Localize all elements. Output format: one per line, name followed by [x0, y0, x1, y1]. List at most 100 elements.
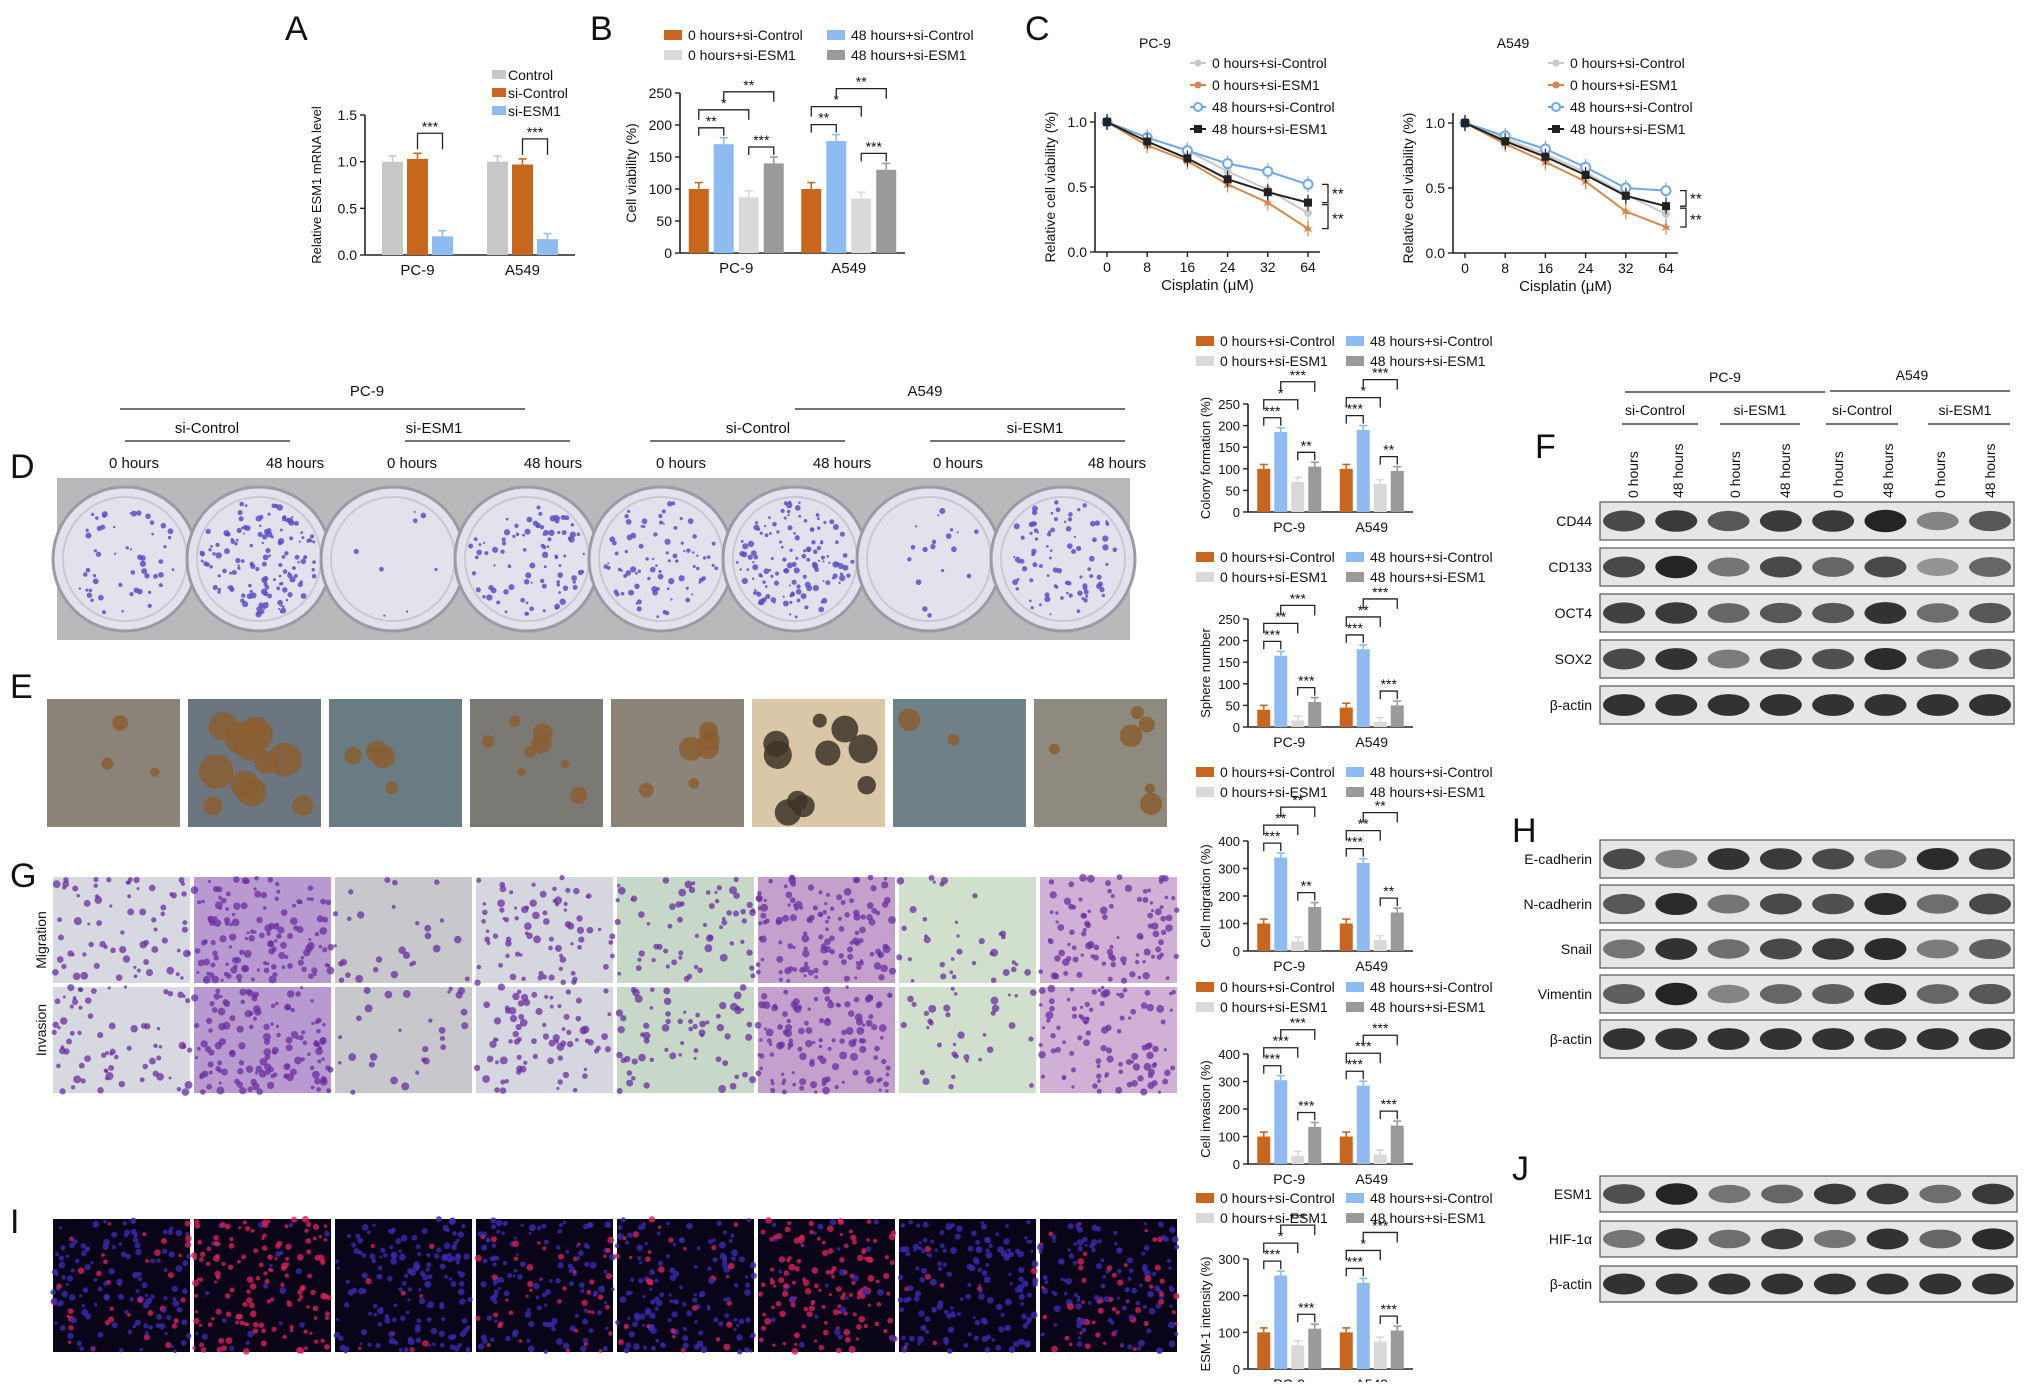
- cell: [782, 1078, 787, 1083]
- cell: [176, 1086, 182, 1092]
- cell: [254, 876, 259, 881]
- cell-signal: [680, 1347, 686, 1353]
- cell-signal: [669, 1274, 677, 1282]
- colony: [556, 580, 560, 584]
- sig-label: ***: [422, 118, 439, 134]
- colony: [242, 532, 245, 535]
- cell-signal: [137, 1297, 143, 1304]
- cell-signal: [981, 1335, 988, 1343]
- cell-signal: [722, 1230, 728, 1235]
- colony: [910, 544, 916, 550]
- colony: [747, 554, 753, 560]
- colony: [539, 578, 545, 584]
- cell-signal: [1089, 1242, 1096, 1249]
- cell-signal: [456, 1238, 460, 1243]
- cell-signal: [1014, 1248, 1021, 1254]
- legend-swatch: [1346, 767, 1364, 777]
- colony: [78, 587, 82, 590]
- cell: [570, 942, 574, 946]
- cell-signal: [605, 1247, 611, 1253]
- cell: [90, 988, 97, 994]
- cell: [1106, 1055, 1114, 1063]
- cell-signal: [224, 1293, 231, 1299]
- cell-signal: [865, 1246, 872, 1252]
- colony: [93, 549, 98, 553]
- cell: [557, 1004, 562, 1009]
- cell-signal: [199, 1251, 206, 1258]
- cell: [702, 922, 708, 928]
- cell: [556, 1086, 560, 1090]
- cell-signal: [587, 1310, 592, 1314]
- cell-signal: [583, 1223, 589, 1230]
- colony: [1029, 531, 1033, 535]
- cell: [803, 1020, 809, 1026]
- cell-signal: [171, 1285, 178, 1292]
- colony: [752, 561, 755, 564]
- cell: [928, 875, 935, 881]
- sig-bracket: [698, 127, 725, 136]
- cell-signal: [245, 1340, 250, 1345]
- cell-signal: [582, 1337, 589, 1344]
- cell: [72, 998, 79, 1006]
- cell-signal: [498, 1286, 502, 1291]
- cell-signal: [1077, 1295, 1081, 1299]
- cell-signal: [580, 1288, 585, 1294]
- sig-label: **: [1383, 442, 1394, 458]
- colony: [208, 548, 212, 552]
- colony: [1034, 537, 1039, 541]
- cell-signal: [986, 1297, 994, 1304]
- cell-signal: [205, 1261, 211, 1267]
- colony: [224, 548, 230, 555]
- cell-signal: [933, 1308, 937, 1313]
- cell: [548, 974, 555, 981]
- cell-signal: [145, 1297, 152, 1305]
- cell-signal: [371, 1258, 377, 1264]
- colony: [816, 526, 821, 530]
- cell-signal: [712, 1257, 718, 1263]
- sig-label: *: [721, 95, 727, 111]
- cell: [66, 1038, 73, 1045]
- blot-band: [1655, 1183, 1698, 1205]
- colony: [82, 572, 88, 577]
- cell: [741, 1007, 745, 1011]
- cell-signal: [260, 1340, 267, 1347]
- cell-signal: [1143, 1245, 1150, 1251]
- blot-band: [1655, 602, 1698, 624]
- cell: [637, 957, 642, 962]
- cell-signal: [917, 1335, 925, 1343]
- blot-label: β-actin: [1550, 697, 1592, 713]
- cell-signal: [866, 1238, 871, 1242]
- cell-signal: [1119, 1342, 1125, 1348]
- cell: [989, 951, 994, 956]
- cell-signal: [205, 1290, 210, 1296]
- colony: [167, 535, 172, 540]
- cell: [840, 959, 847, 966]
- cell: [728, 886, 737, 895]
- colony: [819, 540, 824, 545]
- cell: [799, 1078, 807, 1086]
- colony: [739, 568, 742, 571]
- time-label: 0 hours: [1932, 451, 1948, 498]
- colony: [141, 568, 148, 575]
- cell-signal: [1091, 1247, 1096, 1253]
- cell-signal: [221, 1318, 227, 1324]
- cell-signal: [673, 1298, 679, 1305]
- cell: [52, 880, 61, 888]
- cell: [1136, 896, 1143, 902]
- cell-signal: [733, 1317, 738, 1322]
- colony: [804, 605, 809, 610]
- cell: [847, 953, 854, 960]
- cell-signal: [175, 1265, 183, 1272]
- cell-signal: [448, 1255, 455, 1262]
- legend-swatch: [827, 50, 845, 60]
- cell: [678, 888, 687, 897]
- colony: [144, 573, 150, 579]
- blot-band: [1707, 557, 1750, 577]
- colony: [1046, 545, 1049, 548]
- cell-signal: [1148, 1307, 1156, 1315]
- colony: [931, 539, 937, 545]
- colony: [624, 514, 629, 519]
- cell-signal: [586, 1289, 592, 1295]
- bar: [801, 189, 822, 253]
